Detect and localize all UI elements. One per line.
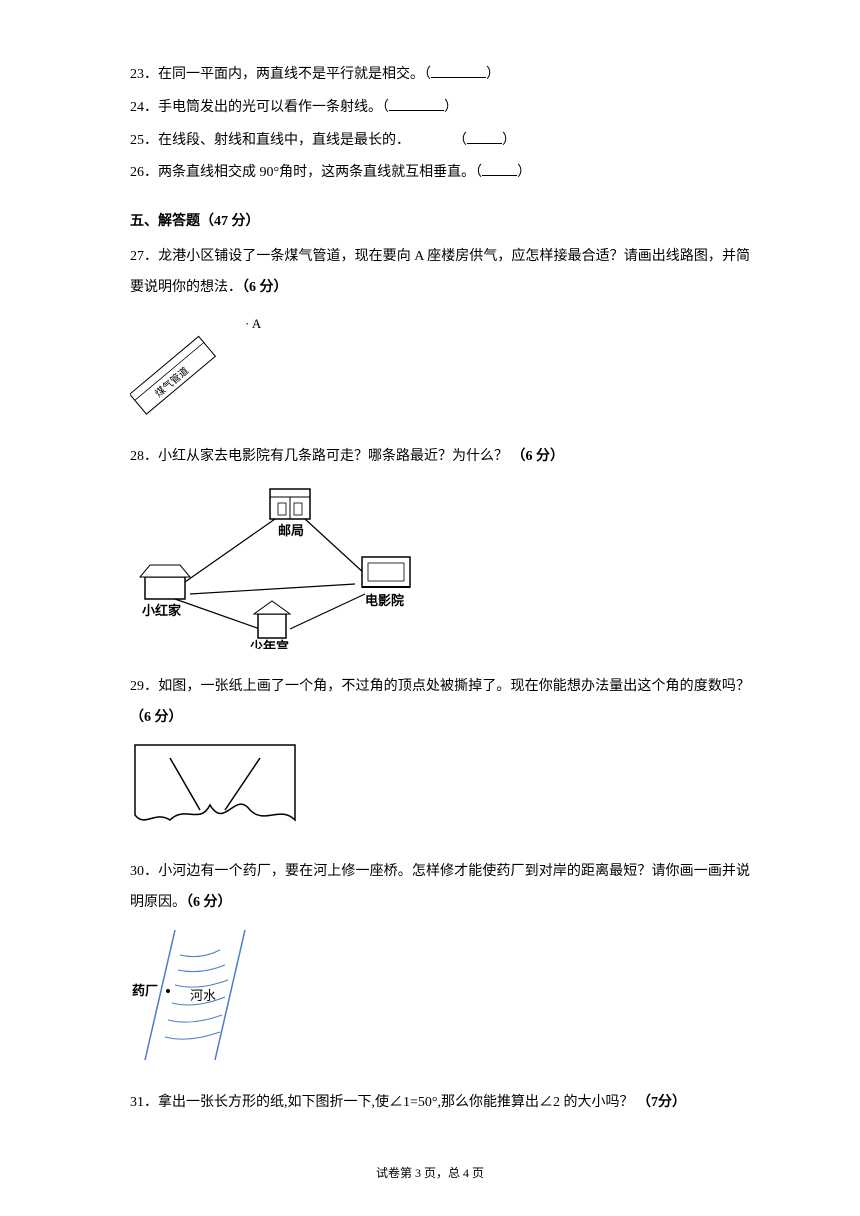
question-29: 29．如图，一张纸上画了一个角，不过角的顶点处被撕掉了。现在你能想办法量出这个角… (130, 672, 750, 734)
question-30: 30．小河边有一个药厂，要在河上修一座桥。怎样修才能使药厂到对岸的距离最短？请你… (130, 857, 750, 919)
q27-text: 龙港小区铺设了一条煤气管道，现在要向 A 座楼房供气，应怎样接最合适？请画出线路… (130, 249, 750, 295)
q27-num: 27． (130, 249, 158, 264)
q31-text: 拿出一张长方形的纸,如下图折一下,使∠1=50°,那么你能推算出∠2 的大小吗？ (158, 1095, 637, 1110)
q24-text: 手电筒发出的光可以看作一条射线。 (158, 100, 382, 115)
figure-29 (130, 740, 750, 848)
q30-num: 30． (130, 864, 158, 879)
fig28-home-label: 小红家 (142, 603, 182, 618)
q31-num: 31． (130, 1095, 158, 1110)
fig28-palace-label: 少年宫 (249, 639, 289, 649)
q28-text: 小红从家去电影院有几条路可走？哪条路最近？为什么？ (158, 449, 512, 464)
fig27-svg: · A 煤气管道 (130, 310, 290, 420)
fig28-cinema-label: 电影院 (365, 593, 404, 608)
fig30-river-label: 河水 (190, 988, 216, 1003)
q28-points: （6 分） (512, 449, 565, 464)
q26-paren: （） (475, 165, 531, 180)
q23-paren: （） (424, 67, 500, 82)
section-5-header: 五、解答题（47 分） (130, 207, 750, 238)
question-28: 28．小红从家去电影院有几条路可走？哪条路最近？为什么？ （6 分） (130, 442, 750, 473)
q30-points: （6 分） (186, 895, 232, 910)
q29-text: 如图，一张纸上画了一个角，不过角的顶点处被撕掉了。现在你能想办法量出这个角的度数… (158, 679, 750, 694)
question-23: 23．在同一平面内，两直线不是平行就是相交。（） (130, 60, 750, 91)
q28-num: 28． (130, 449, 158, 464)
figure-30: 药厂 河水 (130, 925, 750, 1078)
fig28-postoffice-label: 邮局 (278, 523, 304, 538)
question-25: 25．在线段、射线和直线中，直线是最长的．（） (130, 126, 750, 157)
fig28-svg: 邮局 小红家 电影院 少年宫 (130, 479, 440, 649)
question-26: 26．两条直线相交成 90°角时，这两条直线就互相垂直。（） (130, 158, 750, 189)
question-31: 31．拿出一张长方形的纸,如下图折一下,使∠1=50°,那么你能推算出∠2 的大… (130, 1088, 750, 1119)
fig27-point-a: · A (245, 316, 262, 331)
figure-27: · A 煤气管道 (130, 310, 750, 433)
q29-num: 29． (130, 679, 158, 694)
question-24: 24．手电筒发出的光可以看作一条射线。（） (130, 93, 750, 124)
question-27: 27．龙港小区铺设了一条煤气管道，现在要向 A 座楼房供气，应怎样接最合适？请画… (130, 242, 750, 304)
q29-points: （6 分） (130, 710, 183, 725)
q25-paren: （） (410, 133, 516, 148)
q26-num: 26． (130, 165, 158, 180)
q25-num: 25． (130, 133, 158, 148)
page-footer: 试卷第 3 页，总 4 页 (0, 1160, 860, 1186)
fig29-svg (130, 740, 300, 835)
fig30-svg: 药厂 河水 (130, 925, 310, 1065)
fig30-factory-label: 药厂 (132, 983, 158, 998)
q24-paren: （） (382, 100, 458, 115)
q31-points: （7分） (637, 1095, 686, 1110)
q25-text: 在线段、射线和直线中，直线是最长的． (158, 133, 410, 148)
q27-points: （6 分） (242, 280, 288, 295)
q24-num: 24． (130, 100, 158, 115)
q23-num: 23． (130, 67, 158, 82)
figure-28: 邮局 小红家 电影院 少年宫 (130, 479, 750, 662)
q23-text: 在同一平面内，两直线不是平行就是相交。 (158, 67, 424, 82)
q26-text: 两条直线相交成 90°角时，这两条直线就互相垂直。 (158, 165, 475, 180)
